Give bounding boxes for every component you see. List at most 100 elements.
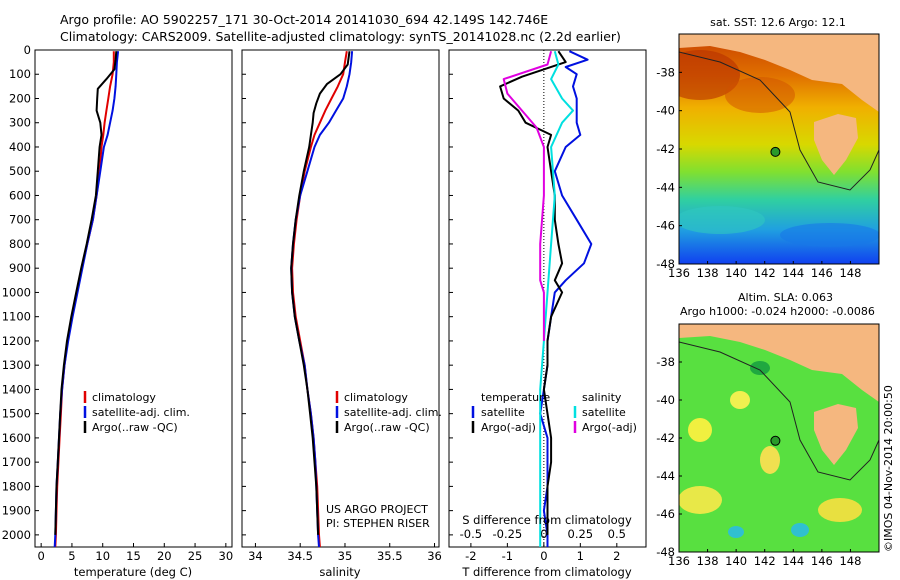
- legend-label-climatology: climatology: [92, 391, 156, 404]
- sst-map: [679, 34, 879, 264]
- profile-location-marker: [770, 435, 781, 446]
- legend-label-climatology: climatology: [344, 391, 408, 404]
- series-line-0: [291, 51, 348, 548]
- lat-tick-label: -44: [656, 469, 675, 483]
- x-tick-label: 2: [613, 549, 620, 563]
- series-line-0: [54, 51, 115, 548]
- lat-tick-label: -38: [656, 65, 675, 79]
- sst-cool-patch: [780, 223, 879, 247]
- depth-tick-label: 200: [9, 91, 31, 105]
- s-tick-label: 0.5: [608, 527, 626, 541]
- sla-anomaly-patch: [728, 526, 744, 538]
- s-tick-label: 0.25: [568, 527, 594, 541]
- salinity-legend: climatology satellite-adj. clim. Argo(..…: [326, 391, 442, 530]
- sst-cool-patch: [679, 206, 765, 234]
- sla-anomaly-patch: [679, 486, 722, 514]
- sla-anomaly-patch: [750, 361, 770, 375]
- depth-tick-label: 400: [9, 140, 31, 154]
- lat-tick-label: -44: [656, 180, 675, 194]
- depth-tick-label: 1700: [2, 455, 31, 469]
- x-tick-label: 1: [577, 549, 584, 563]
- depth-tick-label: 1300: [2, 358, 31, 372]
- salinity-panel-frame: [241, 49, 440, 548]
- x-tick-label: 0: [540, 549, 547, 563]
- sla-map-subtitle: Argo h1000: -0.024 h2000: -0.0086: [680, 305, 875, 318]
- x-tick-label: 10: [95, 549, 110, 563]
- depth-tick-label: 2000: [2, 528, 31, 542]
- x-tick-label: 34: [248, 549, 263, 563]
- s-tick-label: -0.5: [460, 527, 482, 541]
- legend-label-s-argo: Argo(-adj): [582, 421, 637, 434]
- depth-tick-label: 600: [9, 188, 31, 202]
- depth-tick-label: 1900: [2, 504, 31, 518]
- difference-legend: temperature salinity satellite Argo(-adj…: [471, 391, 637, 434]
- lat-tick-label: -46: [656, 219, 675, 233]
- series-line-2: [539, 50, 574, 547]
- tasmania-land: [814, 114, 858, 175]
- depth-tick-label: 1200: [2, 334, 31, 348]
- salinity-axis-label: salinity: [319, 565, 360, 579]
- series-line-2: [290, 51, 351, 535]
- x-tick-label: 35: [338, 549, 353, 563]
- s-difference-axis-label: S difference from climatology: [462, 513, 632, 527]
- x-tick-label: 30: [219, 549, 234, 563]
- series-line-1: [53, 51, 120, 548]
- x-tick-label: 15: [126, 549, 141, 563]
- lon-tick-label: 138: [697, 554, 719, 568]
- sla-anomaly-patch: [688, 418, 712, 442]
- sla-anomaly-patch: [760, 446, 780, 474]
- depth-tick-label: 900: [9, 261, 31, 275]
- sst-warm-patch: [725, 77, 795, 113]
- legend-label-satellite: satellite-adj. clim.: [344, 406, 442, 419]
- legend-label-t-argo: Argo(-adj): [481, 421, 536, 434]
- depth-tick-label: 1500: [2, 407, 31, 421]
- header-line-1: Argo profile: AO 5902257_171 30-Oct-2014…: [60, 12, 548, 27]
- depth-tick-label: 1100: [2, 310, 31, 324]
- depth-tick-label: 1400: [2, 382, 31, 396]
- legend-header-salinity: salinity: [582, 391, 622, 404]
- sst-warm-patch: [679, 50, 740, 100]
- depth-tick-label: 300: [9, 116, 31, 130]
- project-annotation: US ARGO PROJECT: [326, 503, 428, 516]
- header-line-2: Climatology: CARS2009. Satellite-adjuste…: [60, 29, 621, 44]
- legend-label-argo: Argo(..raw -QC): [344, 421, 430, 434]
- lat-tick-label: -40: [656, 393, 675, 407]
- depth-tick-label: 100: [9, 67, 31, 81]
- depth-tick-label: 1800: [2, 479, 31, 493]
- temperature-plot: 0 5 10 15 20 25 30: [37, 51, 233, 563]
- series-line-1: [290, 51, 354, 548]
- depth-tick-label: 700: [9, 213, 31, 227]
- x-tick-label: 34.5: [287, 549, 313, 563]
- depth-tick-label: 800: [9, 237, 31, 251]
- lat-tick-label: -42: [656, 142, 675, 156]
- lon-tick-label: 138: [697, 266, 719, 280]
- x-tick-label: 36: [427, 549, 442, 563]
- sla-map-axes: 136 138 140 142 144 146 148 -38 -40 -42 -44 -46 -48: [656, 355, 861, 568]
- x-tick-label: 20: [157, 549, 172, 563]
- temperature-panel-frame: [34, 49, 233, 548]
- x-tick-label: 0: [37, 549, 44, 563]
- lon-tick-label: 142: [754, 554, 776, 568]
- lat-tick-label: -48: [656, 545, 675, 559]
- legend-label-satellite: satellite-adj. clim.: [92, 406, 190, 419]
- mainland-land: [679, 324, 879, 402]
- x-tick-label: -1: [502, 549, 513, 563]
- depth-tick-label: 0: [24, 43, 31, 57]
- series-line-3: [502, 50, 553, 341]
- lon-tick-label: 140: [725, 266, 747, 280]
- sst-map-title: sat. SST: 12.6 Argo: 12.1: [710, 16, 846, 29]
- lon-tick-label: 146: [811, 554, 833, 568]
- sla-anomaly-patch: [818, 498, 862, 522]
- depth-tick-label: 1000: [2, 285, 31, 299]
- tasmania-land: [814, 404, 858, 465]
- temperature-legend: climatology satellite-adj. clim. Argo(..…: [83, 391, 190, 434]
- lon-tick-label: 136: [668, 554, 690, 568]
- lat-tick-label: -40: [656, 104, 675, 118]
- lon-tick-label: 136: [668, 266, 690, 280]
- pi-annotation: PI: STEPHEN RISER: [326, 517, 430, 530]
- lon-tick-label: 148: [839, 266, 861, 280]
- bathymetry-contour: [679, 51, 879, 191]
- depth-axis: 0 100 200 300 400 500 600 700 800 900 1000 1100 1200…: [2, 43, 453, 542]
